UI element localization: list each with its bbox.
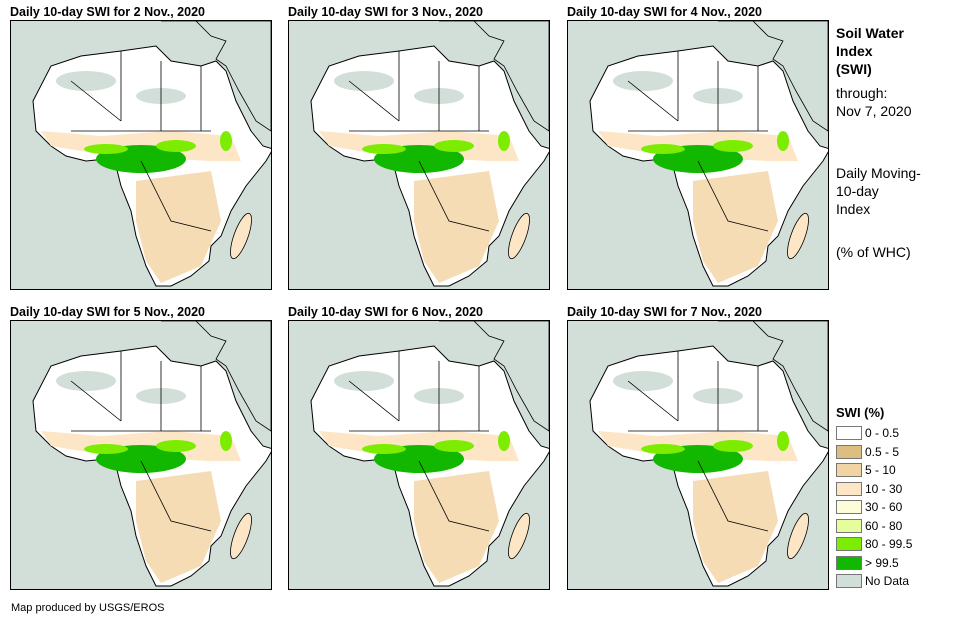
legend-item: 0.5 - 5 (836, 443, 912, 462)
legend-label: > 99.5 (865, 555, 899, 570)
map-panel-nov-2: Daily 10-day SWI for 2 Nov., 2020 (10, 4, 272, 290)
desc-line: Index (836, 201, 871, 217)
panel-title: Daily 10-day SWI for 7 Nov., 2020 (567, 305, 762, 319)
legend-item: 30 - 60 (836, 498, 912, 517)
africa-swi-map (288, 20, 550, 290)
date-label: Nov 7, 2020 (836, 103, 912, 119)
legend-swatch (836, 537, 862, 552)
legend-swatch (836, 463, 862, 478)
map-panel-nov-3: Daily 10-day SWI for 3 Nov., 2020 (288, 4, 550, 290)
legend-swatch (836, 518, 862, 533)
legend-label: 10 - 30 (865, 481, 903, 496)
index-title: Soil Water Index (SWI) (836, 24, 904, 78)
legend-swatch (836, 574, 862, 589)
legend-swatch (836, 555, 862, 570)
legend: SWI (%) 0 - 0.5 0.5 - 5 5 - 10 10 - 30 30 - … (836, 405, 912, 591)
index-description: Daily Moving- 10-day Index (836, 164, 921, 218)
legend-label: 30 - 60 (865, 500, 903, 515)
panel-title: Daily 10-day SWI for 5 Nov., 2020 (10, 305, 205, 319)
panel-title: Daily 10-day SWI for 6 Nov., 2020 (288, 305, 483, 319)
africa-swi-map (10, 320, 272, 590)
legend-item: No Data (836, 572, 912, 591)
legend-swatch (836, 481, 862, 496)
legend-item: 80 - 99.5 (836, 535, 912, 554)
panel-title: Daily 10-day SWI for 2 Nov., 2020 (10, 5, 205, 19)
legend-item: 60 - 80 (836, 517, 912, 536)
legend-title: SWI (%) (836, 405, 885, 420)
title-line: Soil Water (836, 25, 904, 41)
legend-swatch (836, 444, 862, 459)
legend-item: > 99.5 (836, 554, 912, 573)
africa-swi-map (567, 20, 829, 290)
desc-line: 10-day (836, 183, 879, 199)
legend-label: 5 - 10 (865, 463, 896, 478)
map-panel-nov-7: Daily 10-day SWI for 7 Nov., 2020 (567, 304, 829, 590)
map-panel-nov-6: Daily 10-day SWI for 6 Nov., 2020 (288, 304, 550, 590)
unit-label: (% of WHC) (836, 244, 911, 260)
legend-label: 0 - 0.5 (865, 426, 900, 441)
legend-label: No Data (865, 574, 910, 589)
legend-label: 60 - 80 (865, 518, 903, 533)
africa-swi-map (10, 20, 272, 290)
panel-title: Daily 10-day SWI for 3 Nov., 2020 (288, 5, 483, 19)
legend-item: 0 - 0.5 (836, 424, 912, 443)
legend-label: 80 - 99.5 (865, 537, 913, 552)
panel-title: Daily 10-day SWI for 4 Nov., 2020 (567, 5, 762, 19)
legend-item: 10 - 30 (836, 480, 912, 499)
legend-label: 0.5 - 5 (865, 444, 900, 459)
title-line: Index (836, 43, 873, 59)
legend-swatch (836, 426, 862, 441)
title-line: (SWI) (836, 61, 872, 77)
credit-text: Map produced by USGS/EROS (11, 602, 165, 614)
desc-line: Daily Moving- (836, 165, 921, 181)
map-panel-nov-4: Daily 10-day SWI for 4 Nov., 2020 (567, 4, 829, 290)
africa-swi-map (567, 320, 829, 590)
map-panel-nov-5: Daily 10-day SWI for 5 Nov., 2020 (10, 304, 272, 590)
legend-swatch (836, 500, 862, 515)
africa-swi-map (288, 320, 550, 590)
through-label: through: (836, 85, 888, 101)
legend-item: 5 - 10 (836, 461, 912, 480)
through-date: through: Nov 7, 2020 (836, 84, 912, 120)
